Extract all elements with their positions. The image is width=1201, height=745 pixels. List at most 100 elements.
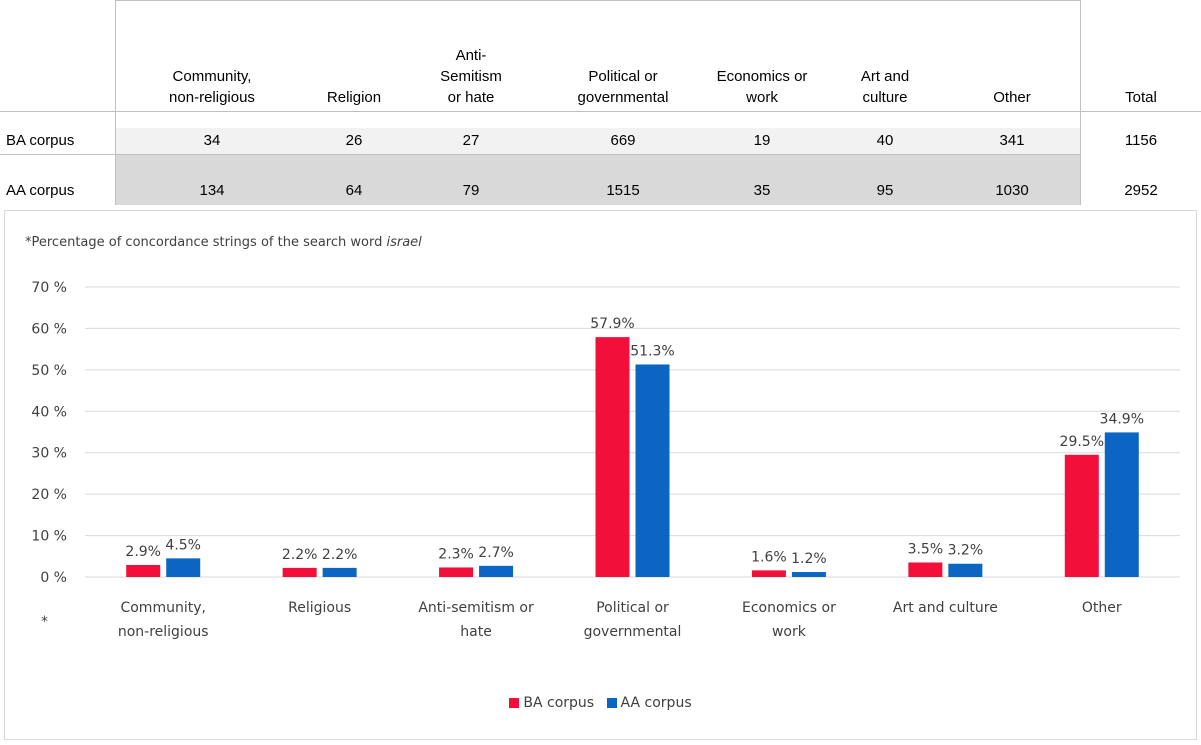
table-cell: 341 [999, 132, 1025, 149]
chart-note: *Percentage of concordance strings of th… [25, 235, 422, 250]
table-cell: 1515 [606, 182, 640, 199]
column-header-line: Anti- [455, 47, 487, 64]
bar [479, 565, 514, 577]
bar [322, 567, 357, 577]
bar [126, 564, 161, 577]
bar [166, 558, 201, 577]
category-label: Art and culture [893, 600, 998, 616]
column-header: Other [957, 26, 1067, 108]
column-header: Anti- Semitism or hate [421, 26, 521, 108]
column-header-line: Other [993, 89, 1031, 106]
column-header-line: Total [1125, 89, 1157, 106]
column-header-line: Art and [860, 68, 910, 85]
table-divider [0, 154, 1080, 155]
table-cell: 34 [203, 132, 221, 149]
table-divider [115, 0, 1080, 1]
data-label: 2.7% [478, 545, 514, 561]
bar [751, 570, 786, 577]
data-label: 1.2% [791, 551, 827, 567]
bar [1064, 454, 1099, 577]
column-header-line: non-religious [169, 89, 255, 106]
legend-label-ba: BA corpus [523, 695, 595, 711]
table-cell: 2952 [1124, 182, 1158, 199]
table-cell: 40 [876, 132, 894, 149]
table-cell: 35 [753, 182, 771, 199]
bar [282, 567, 317, 577]
table-cell: 27 [462, 132, 480, 149]
category-label: governmental [584, 624, 682, 640]
table-cell: 1030 [995, 182, 1029, 199]
y-tick-label: 50 % [31, 363, 67, 379]
y-tick-label: 40 % [31, 404, 67, 420]
table-cell: 64 [345, 182, 363, 199]
category-label: non-religious [118, 624, 209, 640]
bar-chart: 0 % 10 % 20 % 30 % 40 % 50 % 60 % 70 % 2.9% 4.5% C… [31, 280, 1180, 640]
data-table: Community, non-religious Religion Anti- Semi… [0, 0, 1201, 205]
bar [1104, 432, 1139, 577]
row-label: AA corpus [6, 182, 75, 199]
data-label: 2.9% [125, 544, 161, 560]
data-label: 51.3% [630, 343, 674, 359]
y-tick-label: 30 % [31, 446, 67, 462]
bar [439, 567, 474, 577]
data-label: 2.3% [438, 546, 474, 562]
table-cell: 95 [876, 182, 894, 199]
category-label: Political or [596, 600, 669, 616]
data-label: 34.9% [1100, 411, 1144, 427]
legend-item-aa: AA corpus [606, 695, 692, 711]
category-label: Community, [120, 600, 205, 616]
table-divider [115, 0, 116, 205]
y-tick-label: 20 % [31, 487, 67, 503]
category-label: hate [460, 624, 492, 640]
column-header: Economics or work [697, 26, 827, 108]
data-label: 3.2% [948, 543, 984, 559]
legend-label-aa: AA corpus [620, 695, 692, 711]
ba-row-background [115, 128, 1080, 154]
category-label: work [772, 624, 807, 640]
legend-swatch-aa [606, 698, 617, 708]
category-label: Other [1082, 600, 1122, 616]
column-header: Art and culture [830, 26, 940, 108]
column-header-line: Political or [588, 68, 658, 85]
y-tick-label: 10 % [31, 529, 67, 545]
y-tick-label: 70 % [31, 280, 67, 296]
column-header-line: culture [862, 89, 908, 106]
data-label: 1.6% [751, 549, 787, 565]
column-header-line: or hate [447, 89, 495, 106]
column-header: Total [1086, 26, 1196, 108]
table-divider [0, 111, 1201, 112]
data-label: 2.2% [322, 547, 358, 563]
column-header-line: Community, [172, 68, 252, 85]
data-label: 4.5% [165, 537, 201, 553]
chart-note-term: israel [386, 235, 422, 250]
bar [595, 337, 630, 577]
y-tick-label: 60 % [31, 321, 67, 337]
bar [948, 563, 983, 577]
table-divider [1080, 0, 1081, 205]
column-header-line: work [746, 89, 778, 106]
aa-row-background [115, 154, 1080, 205]
chart-note-text: *Percentage of concordance strings of th… [25, 235, 387, 250]
y-tick-label: 0 % [40, 570, 67, 586]
table-cell: 134 [199, 182, 225, 199]
bar [791, 572, 826, 577]
data-label: 29.5% [1060, 434, 1104, 450]
legend: BA corpus AA corpus [5, 695, 1196, 712]
table-cell: 19 [753, 132, 771, 149]
bar [635, 364, 670, 577]
table-cell: 26 [345, 132, 363, 149]
footnote-marker: * [41, 614, 48, 630]
category-label: Economics or [742, 600, 836, 616]
table-cell: 669 [610, 132, 636, 149]
column-header: Community, non-religious [137, 26, 287, 108]
legend-item-ba: BA corpus [509, 695, 594, 711]
row-label: BA corpus [6, 132, 75, 149]
column-header: Religion [304, 26, 404, 108]
column-header-line: Economics or [716, 68, 808, 85]
chart-area: *Percentage of concordance strings of th… [4, 210, 1197, 740]
data-label: 2.2% [282, 547, 318, 563]
category-label: Anti-semitism or [418, 600, 534, 616]
data-label: 57.9% [590, 316, 634, 332]
column-header: Political or governmental [548, 26, 698, 108]
category-label: Religious [288, 600, 351, 616]
